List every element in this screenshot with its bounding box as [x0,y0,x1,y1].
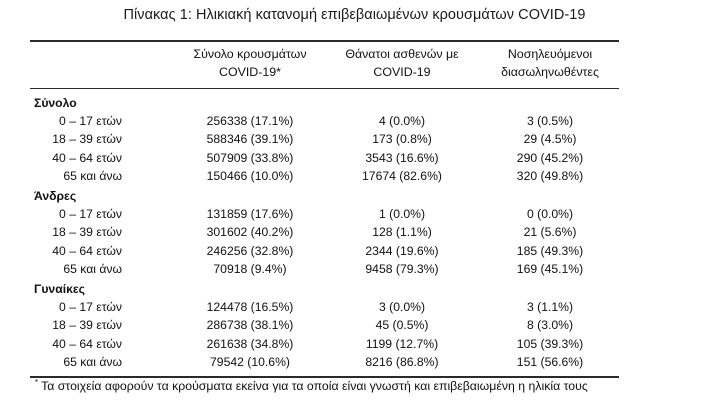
table-bottom-rule [30,376,619,378]
column-header-intubated-line2: διασωληνωθέντες [501,64,599,79]
column-header-cases-line2: COVID-19* [219,64,281,79]
age-group-label: 18 – 39 ετών [52,225,122,240]
intubated-cell: 21 (5.6%) [523,225,577,240]
table-title: Πίνακας 1: Ηλικιακή κατανομή επιβεβαιωμέ… [123,7,586,23]
footnote: * Τα στοιχεία αφορούν τα κρούσματα εκείνα… [35,378,588,393]
cases-cell: 124478 (16.5%) [206,300,294,315]
group-label: Γυναίκες [34,282,85,296]
cases-cell: 246256 (32.8%) [206,243,294,258]
column-header-intubated-line1: Νοσηλευόμενοι [507,47,593,61]
cases-cell: 286738 (38.1%) [206,318,294,333]
age-group-label: 40 – 64 ετών [52,150,122,165]
table-top-rule [30,40,619,42]
cases-cell: 79542 (10.6%) [210,354,290,369]
deaths-cell: 1 (0.0%) [378,207,426,222]
table-row: 65 και άνω 70918 (9.4%) 9458 (79.3%) 169 (4… [0,261,709,277]
deaths-cell: 17674 (82.6%) [362,168,442,183]
intubated-cell: 290 (45.2%) [516,150,584,165]
age-group-label: 65 και άνω [63,354,122,369]
group-label: Σύνολο [34,96,77,110]
intubated-cell: 8 (3.0%) [526,318,574,333]
cases-cell: 261638 (34.8%) [206,336,294,351]
intubated-cell: 105 (39.3%) [516,336,584,351]
table-row: 18 – 39 ετών 588346 (39.1%) 173 (0.8%) 29 (… [0,131,709,147]
age-group-label: 0 – 17 ετών [59,207,122,222]
table-row: 0 – 17 ετών 124478 (16.5%) 3 (0.0%) 3 (1.1%… [0,299,709,315]
age-group-label: 0 – 17 ετών [59,300,122,315]
age-group-label: 40 – 64 ετών [52,336,122,351]
age-group-label: 18 – 39 ετών [52,132,122,147]
cases-cell: 256338 (17.1%) [206,114,294,129]
deaths-cell: 9458 (79.3%) [365,261,439,276]
age-group-label: 65 και άνω [63,168,122,183]
intubated-cell: 320 (49.8%) [516,168,584,183]
column-header-cases-line1: Σύνολο κρουσμάτων [193,47,307,61]
group-label: Άνδρες [34,189,77,203]
cases-cell: 507909 (33.8%) [206,150,294,165]
deaths-cell: 2344 (19.6%) [365,243,439,258]
deaths-cell: 1199 (12.7%) [365,336,439,351]
table-row: 40 – 64 ετών 246256 (32.8%) 2344 (19.6%) 18… [0,243,709,259]
age-group-label: 40 – 64 ετών [52,243,122,258]
footnote-text: Τα στοιχεία αφορούν τα κρούσματα εκείνα … [41,379,588,393]
table-row: 40 – 64 ετών 507909 (33.8%) 3543 (16.6%) 29… [0,150,709,166]
table-row: 65 και άνω 79542 (10.6%) 8216 (86.8%) 151 (… [0,354,709,370]
intubated-cell: 151 (56.6%) [516,354,584,369]
intubated-cell: 3 (1.1%) [526,300,574,315]
table-row: 0 – 17 ετών 131859 (17.6%) 1 (0.0%) 0 (0.0%… [0,206,709,222]
intubated-cell: 0 (0.0%) [526,207,574,222]
table-row: 0 – 17 ετών 256338 (17.1%) 4 (0.0%) 3 (0.5%… [0,113,709,129]
group-row: Γυναίκες [0,281,709,297]
table-row: 18 – 39 ετών 301602 (40.2%) 128 (1.1%) 21 (… [0,224,709,240]
column-header-deaths-line1: Θάνατοι ασθενών με [345,47,459,61]
column-header-deaths-line2: COVID-19 [373,64,431,79]
deaths-cell: 4 (0.0%) [378,114,426,129]
cases-cell: 588346 (39.1%) [206,132,294,147]
deaths-cell: 3543 (16.6%) [365,150,439,165]
cases-cell: 301602 (40.2%) [206,225,294,240]
column-header-cases: Σύνολο κρουσμάτων COVID-19* [180,46,320,81]
intubated-cell: 185 (49.3%) [516,243,584,258]
age-group-label: 65 και άνω [63,261,122,276]
table-row: 65 και άνω 150466 (10.0%) 17674 (82.6%) 320… [0,168,709,184]
cases-cell: 150466 (10.0%) [206,168,294,183]
table-row: 40 – 64 ετών 261638 (34.8%) 1199 (12.7%) 10… [0,336,709,352]
deaths-cell: 45 (0.5%) [375,318,429,333]
age-group-label: 0 – 17 ετών [59,114,122,129]
group-row: Άνδρες [0,188,709,204]
deaths-cell: 128 (1.1%) [372,225,432,240]
column-header-deaths: Θάνατοι ασθενών με COVID-19 [322,46,482,81]
table-header-rule [30,88,619,90]
age-group-label: 18 – 39 ετών [52,318,122,333]
intubated-cell: 29 (4.5%) [523,132,577,147]
deaths-cell: 8216 (86.8%) [365,354,439,369]
cases-cell: 131859 (17.6%) [206,207,294,222]
deaths-cell: 3 (0.0%) [378,300,426,315]
cases-cell: 70918 (9.4%) [213,261,287,276]
column-header-intubated: Νοσηλευόμενοι διασωληνωθέντες [480,46,620,81]
table-row: 18 – 39 ετών 286738 (38.1%) 45 (0.5%) 8 (3.… [0,317,709,333]
intubated-cell: 3 (0.5%) [526,114,574,129]
deaths-cell: 173 (0.8%) [372,132,432,147]
footnote-marker: * [35,378,39,387]
group-row: Σύνολο [0,95,709,111]
intubated-cell: 169 (45.1%) [516,261,584,276]
